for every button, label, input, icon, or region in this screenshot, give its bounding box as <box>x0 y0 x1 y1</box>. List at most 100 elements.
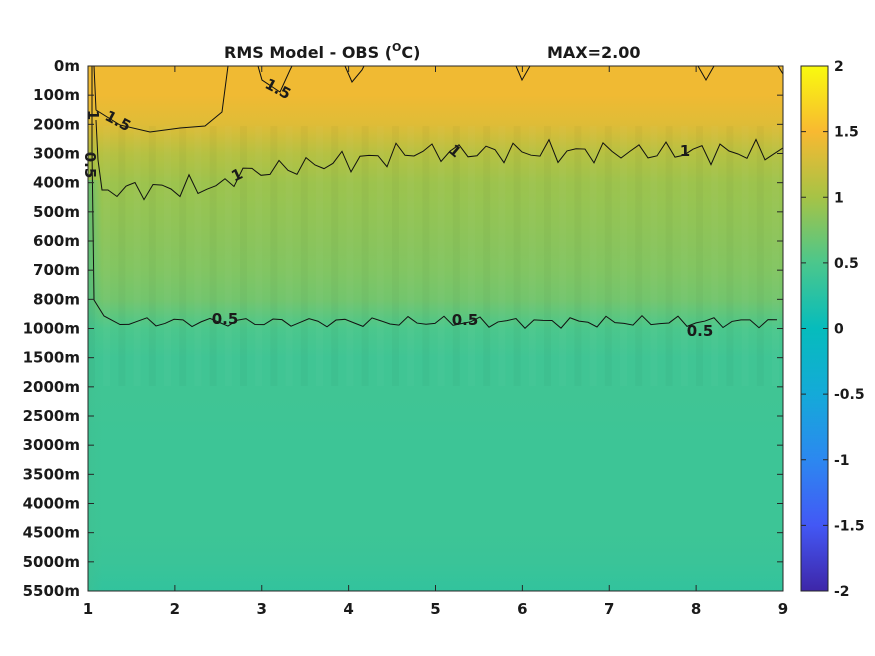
stripe <box>331 126 338 386</box>
colorbar-tick-label: 0 <box>834 322 844 338</box>
stripe <box>134 126 141 386</box>
y-tick-label: 0m <box>54 57 80 75</box>
contour-lines <box>91 66 783 329</box>
contour-line-1.5 <box>93 66 229 133</box>
stripe <box>742 126 749 386</box>
contour-line-1.5-c <box>344 66 365 83</box>
stripe <box>529 126 536 386</box>
stripe <box>590 126 597 386</box>
x-tick-label: 9 <box>778 600 788 618</box>
stripe <box>726 126 733 386</box>
contour-line-1.5-d <box>515 66 531 82</box>
stripe <box>316 126 323 386</box>
y-tick-label: 200m <box>33 115 80 133</box>
contour-line-0.5 <box>91 66 778 329</box>
y-tick-label: 1500m <box>23 349 80 367</box>
stripe <box>286 126 293 386</box>
y-tick-label: 3500m <box>23 465 80 483</box>
stripe <box>422 126 429 386</box>
stripe <box>225 126 232 386</box>
stripe <box>635 126 642 386</box>
stripe <box>164 126 171 386</box>
contour-label-1: 1 <box>680 142 690 160</box>
y-tick-label: 4000m <box>23 495 80 513</box>
stripe <box>362 126 369 386</box>
stripe <box>559 126 566 386</box>
stripe <box>194 126 201 386</box>
stripe <box>149 126 156 386</box>
contour-line-1.5-f <box>777 66 783 75</box>
field-background <box>88 66 783 591</box>
stripe <box>255 126 262 386</box>
stripe <box>468 126 475 386</box>
y-tick-label: 2000m <box>23 378 80 396</box>
x-tick-label: 6 <box>517 600 527 618</box>
stripe <box>103 126 110 386</box>
stripe <box>681 126 688 386</box>
contour-label-0.5: 0.5 <box>81 152 99 179</box>
colorbar-tick-label: -0.5 <box>834 387 865 403</box>
contour-label-0.5: 0.5 <box>452 311 479 329</box>
y-tick-label: 5000m <box>23 553 80 571</box>
x-tick-label: 8 <box>691 600 701 618</box>
y-tick-label: 700m <box>33 261 80 279</box>
contour-line-1.5-b <box>257 66 293 93</box>
stripe <box>377 126 384 386</box>
stripe <box>483 126 490 386</box>
stripe <box>407 126 414 386</box>
y-tick-label: 300m <box>33 145 80 163</box>
x-tick-label: 3 <box>257 600 267 618</box>
x-axis: 1 2 3 4 5 6 7 8 9 <box>83 66 788 618</box>
stripe <box>498 126 505 386</box>
stripe <box>210 126 217 386</box>
y-tick-label: 1000m <box>23 320 80 338</box>
max-label: MAX=2.00 <box>547 43 641 62</box>
colorbar-tick-label: -1.5 <box>834 518 865 534</box>
y-tick-label: 100m <box>33 86 80 104</box>
y-tick-label: 500m <box>33 203 80 221</box>
colorbar-tick-label: 0.5 <box>834 256 859 272</box>
contour-label-0.5: 0.5 <box>687 322 714 340</box>
stripe <box>650 126 657 386</box>
y-axis: 0m 100m 200m 300m 400m 500m 600m 700m 800m 1000m 1… <box>23 57 783 600</box>
y-tick-label: 3000m <box>23 436 80 454</box>
stripe <box>392 126 399 386</box>
y-tick-label: 800m <box>33 290 80 308</box>
plot-area <box>88 66 783 591</box>
y-tick-label: 400m <box>33 174 80 192</box>
stripe <box>438 126 445 386</box>
x-tick-label: 4 <box>343 600 353 618</box>
colorbar-tick-label: 1.5 <box>834 125 859 141</box>
stripe <box>711 126 718 386</box>
y-tick-label: 2500m <box>23 407 80 425</box>
stripe <box>605 126 612 386</box>
stripe <box>179 126 186 386</box>
stripe <box>696 126 703 386</box>
x-tick-label: 1 <box>83 600 93 618</box>
stripe <box>118 126 125 386</box>
colorbar-tick-label: 2 <box>834 59 844 75</box>
stripe <box>666 126 673 386</box>
colorbar-tick-label: 1 <box>834 190 844 206</box>
y-tick-label: 5500m <box>23 582 80 600</box>
stripe <box>772 126 779 386</box>
stripe <box>453 126 460 386</box>
left-edge-shade <box>88 180 102 591</box>
x-tick-label: 7 <box>604 600 614 618</box>
stripe <box>620 126 627 386</box>
colorbar-axis: 2 1.5 1 0.5 0 -0.5 -1 -1.5 -2 <box>801 59 865 600</box>
stripe <box>574 126 581 386</box>
x-tick-label: 5 <box>430 600 440 618</box>
colorbar-tick-label: -1 <box>834 453 850 469</box>
colorbar-tick-label: -2 <box>834 584 850 600</box>
contour-label-1.5: 1 <box>84 110 102 120</box>
y-tick-label: 4500m <box>23 524 80 542</box>
contour-line-1.5-e <box>697 66 715 82</box>
contour-line-1 <box>95 119 783 201</box>
stripe <box>544 126 551 386</box>
x-tick-label: 2 <box>170 600 180 618</box>
chart-title: RMS Model - OBS (OC) <box>224 41 420 62</box>
stripe <box>240 126 247 386</box>
stripe <box>514 126 521 386</box>
